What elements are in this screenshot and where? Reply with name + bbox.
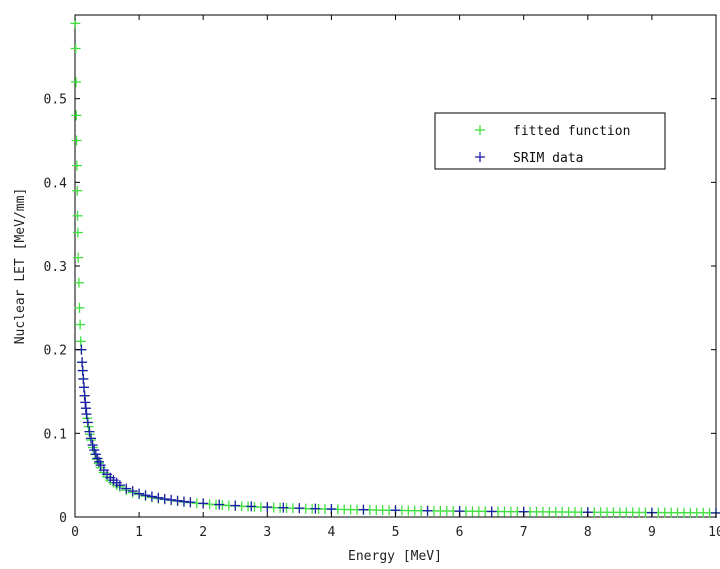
srim-point-14 <box>90 449 101 460</box>
x-tick-label-1: 1 <box>135 525 143 540</box>
srim-point-31 <box>166 494 177 505</box>
legend: fitted function SRIM data <box>434 112 666 170</box>
x-tick-label-9: 9 <box>648 525 656 540</box>
srim-point-40 <box>278 502 289 513</box>
x-axis-label: Energy [MeV] <box>348 549 442 564</box>
axis-ticks: 0 1 2 3 4 5 6 7 8 9 10 0 0.1 0.2 0.3 0.4 0.5 <box>44 15 720 540</box>
x-tick-label-8: 8 <box>584 525 592 540</box>
x-tick-label-4: 4 <box>327 525 335 540</box>
srim-point-34 <box>185 497 196 508</box>
y-tick-label-1: 0.1 <box>44 427 67 442</box>
fitted-point-11 <box>74 302 85 313</box>
y-tick-label-5: 0.5 <box>44 93 67 108</box>
srim-point-30 <box>159 494 170 505</box>
srim-point-17 <box>95 460 106 471</box>
y-tick-label-3: 0.3 <box>44 260 67 275</box>
legend-box <box>434 112 666 170</box>
srim-point-44 <box>358 504 369 515</box>
srim-point-46 <box>422 505 433 516</box>
srim-point-23 <box>114 480 125 491</box>
srim-point-38 <box>246 501 257 512</box>
srim-point-11 <box>86 433 97 444</box>
fitted-point-6 <box>72 185 83 196</box>
fitted-point-5 <box>71 160 82 171</box>
srim-point-8 <box>81 409 92 420</box>
srim-point-41 <box>294 503 305 514</box>
y-tick-label-4: 0.4 <box>44 176 68 191</box>
x-tick-label-10: 10 <box>708 525 720 540</box>
fitted-point-1 <box>70 43 81 54</box>
srim-point-25 <box>127 486 138 497</box>
srim-point-4 <box>78 382 89 393</box>
y-axis-label: Nuclear LET [MeV/mm] <box>13 188 28 345</box>
srim-point-26 <box>134 488 145 499</box>
legend-marker-srim-data <box>475 152 485 162</box>
y-tick-label-0: 0 <box>59 511 67 526</box>
srim-point-35 <box>198 498 209 509</box>
x-tick-label-6: 6 <box>456 525 464 540</box>
x-tick-label-7: 7 <box>520 525 528 540</box>
fitted-point-8 <box>72 227 83 238</box>
srim-point-32 <box>172 495 183 506</box>
fitted-point-4 <box>71 135 82 146</box>
fitted-point-13 <box>75 336 86 347</box>
fitted-point-12 <box>75 319 86 330</box>
fitted-point-2 <box>70 76 81 87</box>
fitted-point-3 <box>71 110 82 121</box>
srim-point-12 <box>87 440 98 451</box>
srim-point-37 <box>230 500 241 511</box>
srim-point-9 <box>82 417 93 428</box>
legend-label-srim-data: SRIM data <box>513 151 583 166</box>
srim-point-39 <box>262 502 273 513</box>
x-tick-label-2: 2 <box>199 525 207 540</box>
y-tick-label-2: 0.2 <box>44 344 67 359</box>
x-tick-label-3: 3 <box>263 525 271 540</box>
x-tick-label-5: 5 <box>392 525 400 540</box>
fitted-point-0 <box>70 18 81 29</box>
fitted-point-10 <box>73 277 84 288</box>
srim-point-10 <box>84 426 95 437</box>
fitted-point-7 <box>72 210 83 221</box>
legend-marker-fitted-function <box>475 125 485 135</box>
legend-markers <box>475 125 485 162</box>
plot-area <box>74 14 717 518</box>
x-tick-label-0: 0 <box>71 525 79 540</box>
srim-point-27 <box>140 490 151 501</box>
srim-point-2 <box>77 365 88 376</box>
srim-point-1 <box>77 357 88 368</box>
legend-label-fitted-function: fitted function <box>513 124 630 139</box>
srim-point-3 <box>78 373 89 384</box>
srim-point-36 <box>214 499 225 510</box>
srim-point-33 <box>178 496 189 507</box>
srim-point-24 <box>121 483 132 494</box>
srim-point-29 <box>153 492 164 503</box>
srim-point-13 <box>89 445 100 456</box>
srim-point-28 <box>146 491 157 502</box>
srim-point-42 <box>310 503 321 514</box>
fitted-point-9 <box>73 252 84 263</box>
srim-point-48 <box>486 506 497 517</box>
